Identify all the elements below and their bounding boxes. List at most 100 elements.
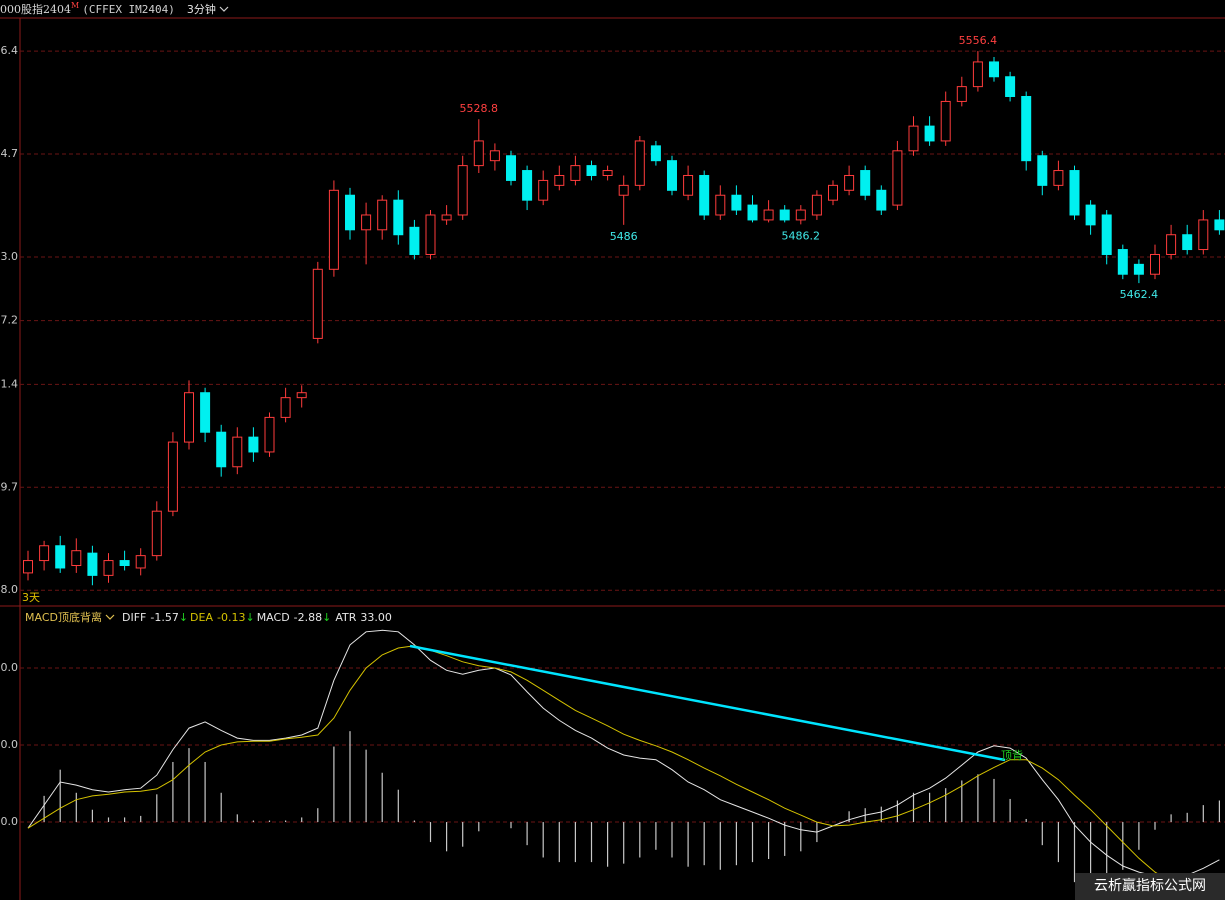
candle-body [377, 199, 388, 231]
candle-body [715, 194, 726, 216]
candle-body [1133, 263, 1144, 275]
candle-body [232, 436, 243, 468]
candle-body [167, 441, 178, 512]
candle-body [602, 170, 613, 176]
candle-body [200, 392, 211, 433]
candle-body [795, 209, 806, 221]
candle-body [618, 184, 629, 196]
legend-arrow: ↓ [322, 611, 332, 624]
candle-body [361, 214, 372, 231]
y-tick-label: 0.0 [1, 815, 19, 828]
candle-body [683, 174, 694, 196]
candle-body [731, 194, 742, 211]
candle-body [972, 61, 983, 88]
candle-body [779, 209, 790, 221]
candle-body [634, 140, 645, 186]
candle-body [1166, 234, 1177, 255]
candle-body [1085, 204, 1096, 226]
period-selector[interactable]: 3分钟 [186, 3, 216, 16]
divergence-line [409, 644, 1006, 762]
period-marker: 3天 [22, 591, 40, 604]
candle-body [312, 268, 323, 339]
y-tick-label: 5514.7 [0, 147, 18, 160]
candle-body [1021, 95, 1032, 162]
candle-body [280, 397, 291, 418]
candle-body [425, 214, 436, 255]
legend-value: -2.88 [293, 611, 323, 624]
candle-body [989, 61, 999, 78]
candle-body [1214, 219, 1225, 231]
candle-body [39, 545, 50, 562]
legend-value: -0.13 [217, 611, 246, 624]
candle-body [586, 165, 597, 176]
y-tick-label: 100.0 [0, 661, 18, 674]
header: 000股指2404M (CFFEX IM2404) 3分钟 [0, 1, 229, 17]
candle-body [248, 436, 259, 453]
candle-body [328, 189, 339, 270]
divergence-label: 顶背 [1001, 748, 1023, 762]
candle-body [87, 552, 98, 576]
candle-body [1005, 76, 1016, 97]
y-tick-label: 5447.2 [0, 314, 18, 327]
exchange-code: (CFFEX IM2404) [82, 3, 175, 16]
candle-body [216, 431, 227, 468]
indicator-chevron[interactable] [104, 613, 116, 621]
y-tick-label: 5421.4 [0, 377, 18, 390]
candle-body [119, 560, 130, 567]
candle-body [409, 226, 420, 255]
watermark: 云析赢指标公式网 [1075, 873, 1225, 900]
candle-body [522, 170, 533, 201]
low-label: 5462.4 [1120, 288, 1159, 301]
dea-line [27, 645, 1220, 895]
period-chevron[interactable] [219, 5, 229, 13]
candle-body [393, 199, 404, 236]
candle-body [441, 214, 452, 221]
candle-body [135, 555, 146, 569]
candle-body [860, 170, 871, 196]
candle-body [940, 100, 951, 142]
symbol: 000股指2404 [0, 3, 71, 16]
candle-body [650, 145, 661, 162]
candle-body [506, 155, 516, 181]
legend-value: 33.00 [360, 611, 392, 624]
candle-body [345, 194, 355, 231]
low-label: 5486.2 [782, 229, 821, 242]
candle-body [763, 209, 774, 221]
candle-body [1053, 170, 1064, 186]
y-tick-label: 5473.0 [0, 250, 18, 263]
candle-body [184, 392, 194, 443]
candle-body [1069, 170, 1080, 216]
y-tick-label: 50.0 [0, 738, 18, 751]
candle-body [264, 416, 275, 453]
candle-body [538, 179, 549, 201]
candle-body [844, 174, 855, 191]
candle-body [570, 165, 581, 181]
candle-body [811, 194, 822, 216]
candle-body [828, 184, 838, 201]
low-label: 5486 [610, 230, 638, 243]
candle-body [103, 560, 114, 576]
symbol-superscript: M [71, 1, 80, 10]
candle-body [1037, 155, 1048, 186]
candle-body [892, 150, 903, 206]
legend-name: DIFF [121, 611, 147, 624]
legend-name: DEA [190, 611, 213, 624]
candle-body [1101, 214, 1112, 255]
candle-body [908, 125, 919, 152]
candle-body [554, 174, 565, 186]
high-label: 5528.8 [460, 102, 499, 115]
y-tick-label: 5379.7 [0, 480, 18, 493]
candle-body [23, 560, 33, 574]
y-tick-label: 5556.4 [0, 44, 18, 57]
candle-body [956, 86, 967, 102]
candle-body [1198, 219, 1209, 251]
legend-arrow: ↓ [178, 611, 189, 624]
legend-name: MACD [256, 611, 290, 624]
candle-body [296, 392, 307, 399]
candle-body [151, 510, 162, 557]
indicator-title[interactable]: MACD顶底背离 [25, 611, 102, 624]
y-tick-label: 5338.0 [0, 583, 18, 596]
